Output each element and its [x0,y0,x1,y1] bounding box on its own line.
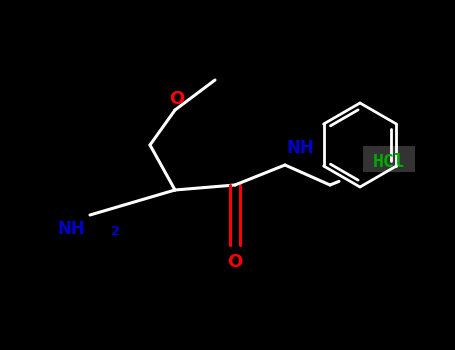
Text: O: O [169,90,185,108]
Text: NH: NH [287,139,315,157]
Text: O: O [228,253,243,271]
Text: NH: NH [57,220,85,238]
FancyBboxPatch shape [363,146,415,172]
Text: HCl: HCl [373,153,405,171]
Text: 2: 2 [111,225,120,238]
